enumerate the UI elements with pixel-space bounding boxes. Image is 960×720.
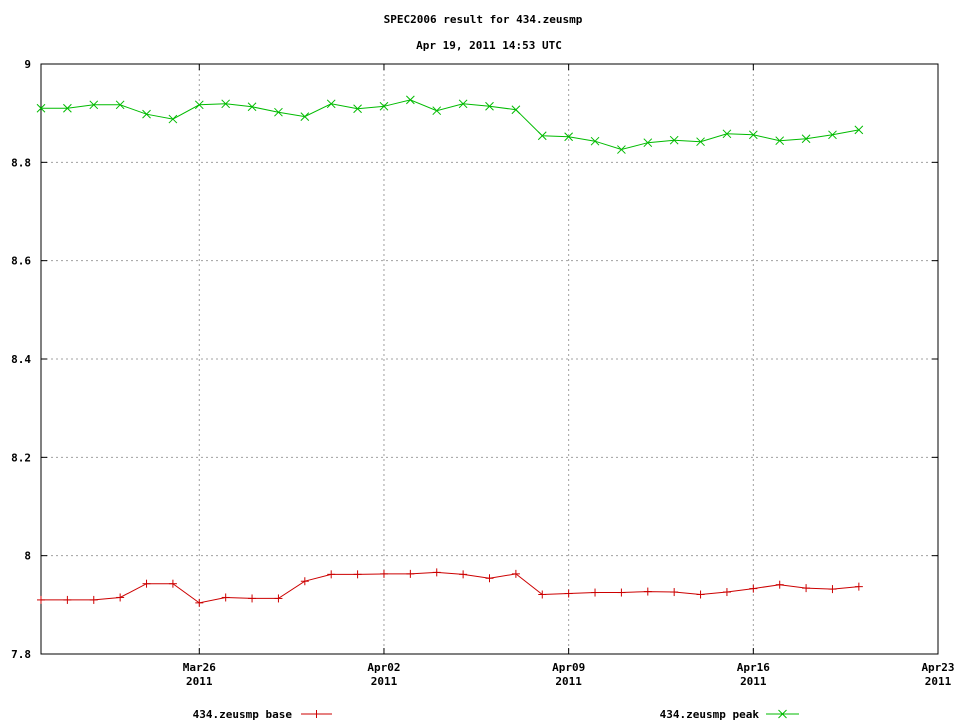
data-point <box>537 131 547 141</box>
x-tick-year: 2011 <box>925 675 952 688</box>
data-point <box>405 95 415 105</box>
data-point <box>669 135 679 145</box>
data-point <box>854 125 864 135</box>
x-tick-year: 2011 <box>740 675 767 688</box>
data-point <box>748 130 758 140</box>
legend-item: 434.zeusmp base <box>193 708 332 720</box>
x-tick-year: 2011 <box>186 675 213 688</box>
data-point <box>221 99 231 109</box>
x-tick-label: Apr23 <box>921 661 954 674</box>
data-point <box>63 103 72 113</box>
data-point <box>194 100 204 110</box>
series-peak <box>36 95 864 154</box>
x-tick-year: 2011 <box>371 675 398 688</box>
data-point <box>115 100 125 110</box>
series-group <box>36 95 864 607</box>
chart-title: SPEC2006 result for 434.zeusmp <box>384 13 583 26</box>
chart-subtitle: Apr 19, 2011 14:53 UTC <box>416 39 562 52</box>
grid <box>41 64 938 654</box>
data-point <box>353 104 362 114</box>
data-point <box>168 114 178 124</box>
data-point <box>247 102 257 112</box>
data-point <box>300 112 310 121</box>
series-line <box>41 99 859 151</box>
data-point <box>511 105 521 115</box>
data-point <box>590 136 600 146</box>
data-point <box>564 132 574 142</box>
y-tick-label: 8 <box>24 550 31 563</box>
data-point <box>722 129 732 139</box>
data-point <box>326 99 336 109</box>
x-tick-label: Mar26 <box>183 661 216 674</box>
data-point <box>828 130 837 140</box>
y-tick-label: 9 <box>24 58 31 71</box>
legend-label: 434.zeusmp base <box>193 708 293 720</box>
x-tick-label: Apr02 <box>367 661 400 674</box>
legend: 434.zeusmp base 434.zeusmp peak <box>193 708 799 720</box>
y-tick-label: 8.2 <box>11 451 31 464</box>
legend-label: 434.zeusmp peak <box>660 708 760 720</box>
x-tick-year: 2011 <box>555 675 582 688</box>
axis-ticks: 7.888.28.48.68.89Mar262011Apr022011Apr09… <box>11 58 954 688</box>
data-point <box>458 99 468 109</box>
legend-item: 434.zeusmp peak <box>660 708 799 720</box>
y-tick-label: 8.8 <box>11 156 31 169</box>
data-point <box>432 106 442 116</box>
data-point <box>274 107 283 117</box>
data-point <box>801 134 811 144</box>
series-line <box>41 571 859 604</box>
data-point <box>775 136 785 146</box>
y-tick-label: 7.8 <box>11 648 31 661</box>
data-point <box>485 101 494 111</box>
data-point <box>696 137 705 147</box>
x-tick-label: Apr09 <box>552 661 585 674</box>
data-point <box>778 709 787 719</box>
data-point <box>643 138 653 148</box>
data-point <box>142 109 151 119</box>
data-point <box>379 101 389 111</box>
data-point <box>89 100 99 110</box>
y-tick-label: 8.6 <box>11 255 31 268</box>
series-base <box>37 568 863 607</box>
data-point <box>617 145 626 154</box>
data-point <box>36 103 46 113</box>
x-tick-label: Apr16 <box>737 661 770 674</box>
y-tick-label: 8.4 <box>11 353 31 366</box>
